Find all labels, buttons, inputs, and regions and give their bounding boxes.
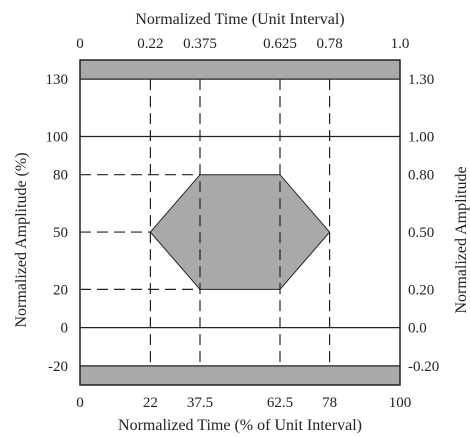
top-tick-label-5: 1.0: [391, 36, 410, 52]
top-axis-title: Normalized Time (Unit Interval): [135, 11, 344, 28]
top-tick-label-3: 0.625: [263, 36, 297, 52]
bottom-tick-label-0: 0: [76, 395, 84, 411]
top-tick-label-2: 0.375: [183, 36, 217, 52]
bottom-tick-label-2: 37.5: [187, 395, 213, 411]
left-tick-label-3: 50: [53, 225, 68, 241]
left-tick-label-2: 80: [53, 168, 68, 184]
left-tick-label-6: -20: [48, 359, 68, 375]
plot-frame: [79, 59, 401, 386]
left-tick-label-1: 100: [46, 129, 69, 145]
top-tick-label-1: 0.22: [137, 36, 163, 52]
bottom-tick-label-5: 100: [389, 395, 412, 411]
left-tick-label-4: 20: [53, 282, 68, 298]
right-tick-label-4: 0.20: [408, 282, 434, 298]
plot-area: 0 0.22 0.375 0.625 0.78 1.00 22 37.5 62.5 78 10013…: [46, 36, 440, 411]
left-tick-label-0: 130: [46, 72, 69, 88]
right-tick-label-5: 0.0: [408, 321, 427, 337]
eye-mask-hexagon: [149, 174, 331, 290]
bottom-tick-label-1: 22: [143, 395, 158, 411]
right-tick-label-0: 1.30: [408, 72, 434, 88]
left-tick-label-5: 0: [61, 321, 69, 337]
bottom-tick-label-4: 78: [322, 395, 337, 411]
top-tick-label-4: 0.78: [316, 36, 342, 52]
right-tick-label-2: 0.80: [408, 168, 434, 184]
upper-forbidden-region: [80, 60, 400, 80]
right-tick-label-1: 1.00: [408, 129, 434, 145]
top-tick-label-0: 0: [76, 36, 84, 52]
right-tick-label-3: 0.50: [408, 225, 434, 241]
right-tick-label-6: -0.20: [408, 359, 439, 375]
bottom-axis-title: Normalized Time (% of Unit Interval): [118, 417, 362, 434]
right-axis-title: Normalized Amplitude: [453, 166, 470, 313]
left-axis-title: Normalized Amplitude (%): [13, 152, 30, 327]
lower-forbidden-region: [80, 365, 400, 385]
bottom-tick-label-3: 62.5: [267, 395, 293, 411]
